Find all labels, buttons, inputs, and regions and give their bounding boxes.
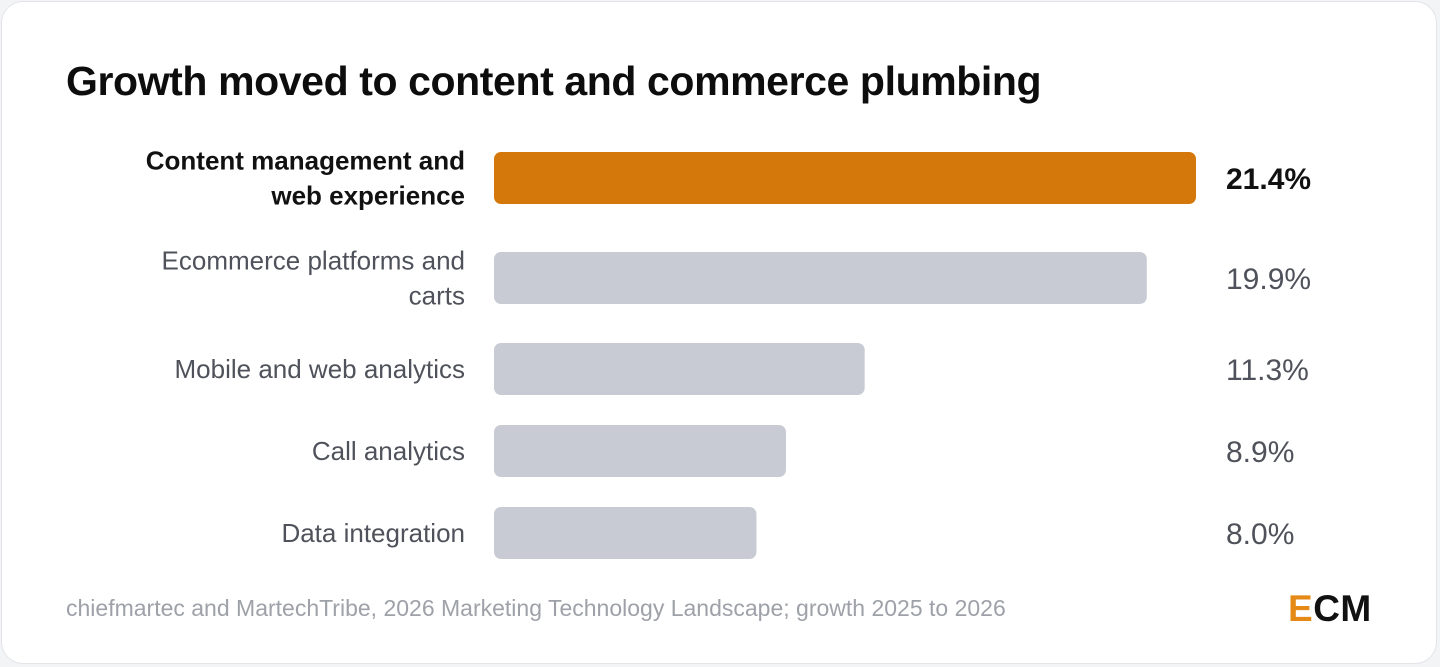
value-label-3: 11.3% [1226, 354, 1309, 387]
bar-1 [494, 152, 1196, 204]
category-label-2: Ecommerce platforms and carts [162, 246, 465, 311]
bar-2 [494, 252, 1147, 304]
bar-3 [494, 343, 865, 395]
source-note: chiefmartec and MartechTribe, 2026 Marke… [66, 595, 1006, 621]
value-label-4: 8.9% [1226, 436, 1294, 469]
ecm-logo: ECM [1288, 588, 1372, 630]
bar-5 [494, 507, 757, 559]
logo-letters-cm: CM [1313, 588, 1372, 629]
category-label-5: Data integration [281, 518, 465, 548]
bar-4 [494, 425, 786, 477]
category-label-1: Content management and web experience [146, 146, 465, 211]
category-label-3: Mobile and web analytics [175, 354, 466, 384]
value-label-5: 8.0% [1226, 518, 1294, 551]
value-label-2: 19.9% [1226, 263, 1311, 296]
category-label-4: Call analytics [312, 436, 465, 466]
value-label-1: 21.4% [1226, 163, 1311, 196]
logo-letter-e: E [1288, 588, 1314, 629]
chart-title: Growth moved to content and commerce plu… [66, 58, 1042, 104]
